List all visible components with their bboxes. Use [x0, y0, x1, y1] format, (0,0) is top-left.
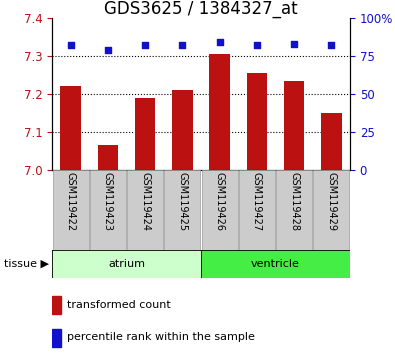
Bar [239, 170, 275, 250]
Point [68, 42, 74, 48]
Text: GSM119422: GSM119422 [66, 172, 75, 232]
Bar [52, 296, 61, 314]
Bar [127, 170, 163, 250]
Text: GSM119427: GSM119427 [252, 172, 262, 232]
Bar [52, 329, 61, 347]
Bar [98, 145, 118, 170]
Text: GSM119428: GSM119428 [289, 172, 299, 232]
Bar [202, 170, 237, 250]
Bar [172, 90, 193, 170]
Point [142, 42, 148, 48]
Text: GSM119423: GSM119423 [103, 172, 113, 232]
Text: atrium: atrium [108, 259, 145, 269]
Text: GSM119429: GSM119429 [326, 172, 337, 232]
Bar [164, 170, 200, 250]
Title: GDS3625 / 1384327_at: GDS3625 / 1384327_at [104, 0, 298, 18]
Text: GSM119424: GSM119424 [140, 172, 150, 232]
Bar [201, 250, 350, 278]
Bar [284, 81, 305, 170]
Point [216, 40, 223, 45]
Bar [53, 170, 88, 250]
Bar [135, 98, 155, 170]
Text: GSM119425: GSM119425 [177, 172, 187, 232]
Bar [60, 86, 81, 170]
Text: tissue ▶: tissue ▶ [4, 259, 49, 269]
Point [291, 41, 297, 47]
Bar [52, 250, 201, 278]
Bar [90, 170, 126, 250]
Bar [314, 170, 349, 250]
Text: ventricle: ventricle [251, 259, 300, 269]
Bar [209, 54, 230, 170]
Point [105, 47, 111, 53]
Point [254, 42, 260, 48]
Point [328, 42, 335, 48]
Text: percentile rank within the sample: percentile rank within the sample [67, 332, 255, 342]
Bar [321, 113, 342, 170]
Point [179, 42, 186, 48]
Bar [276, 170, 312, 250]
Bar [246, 73, 267, 170]
Text: GSM119426: GSM119426 [214, 172, 225, 232]
Text: transformed count: transformed count [67, 300, 171, 310]
